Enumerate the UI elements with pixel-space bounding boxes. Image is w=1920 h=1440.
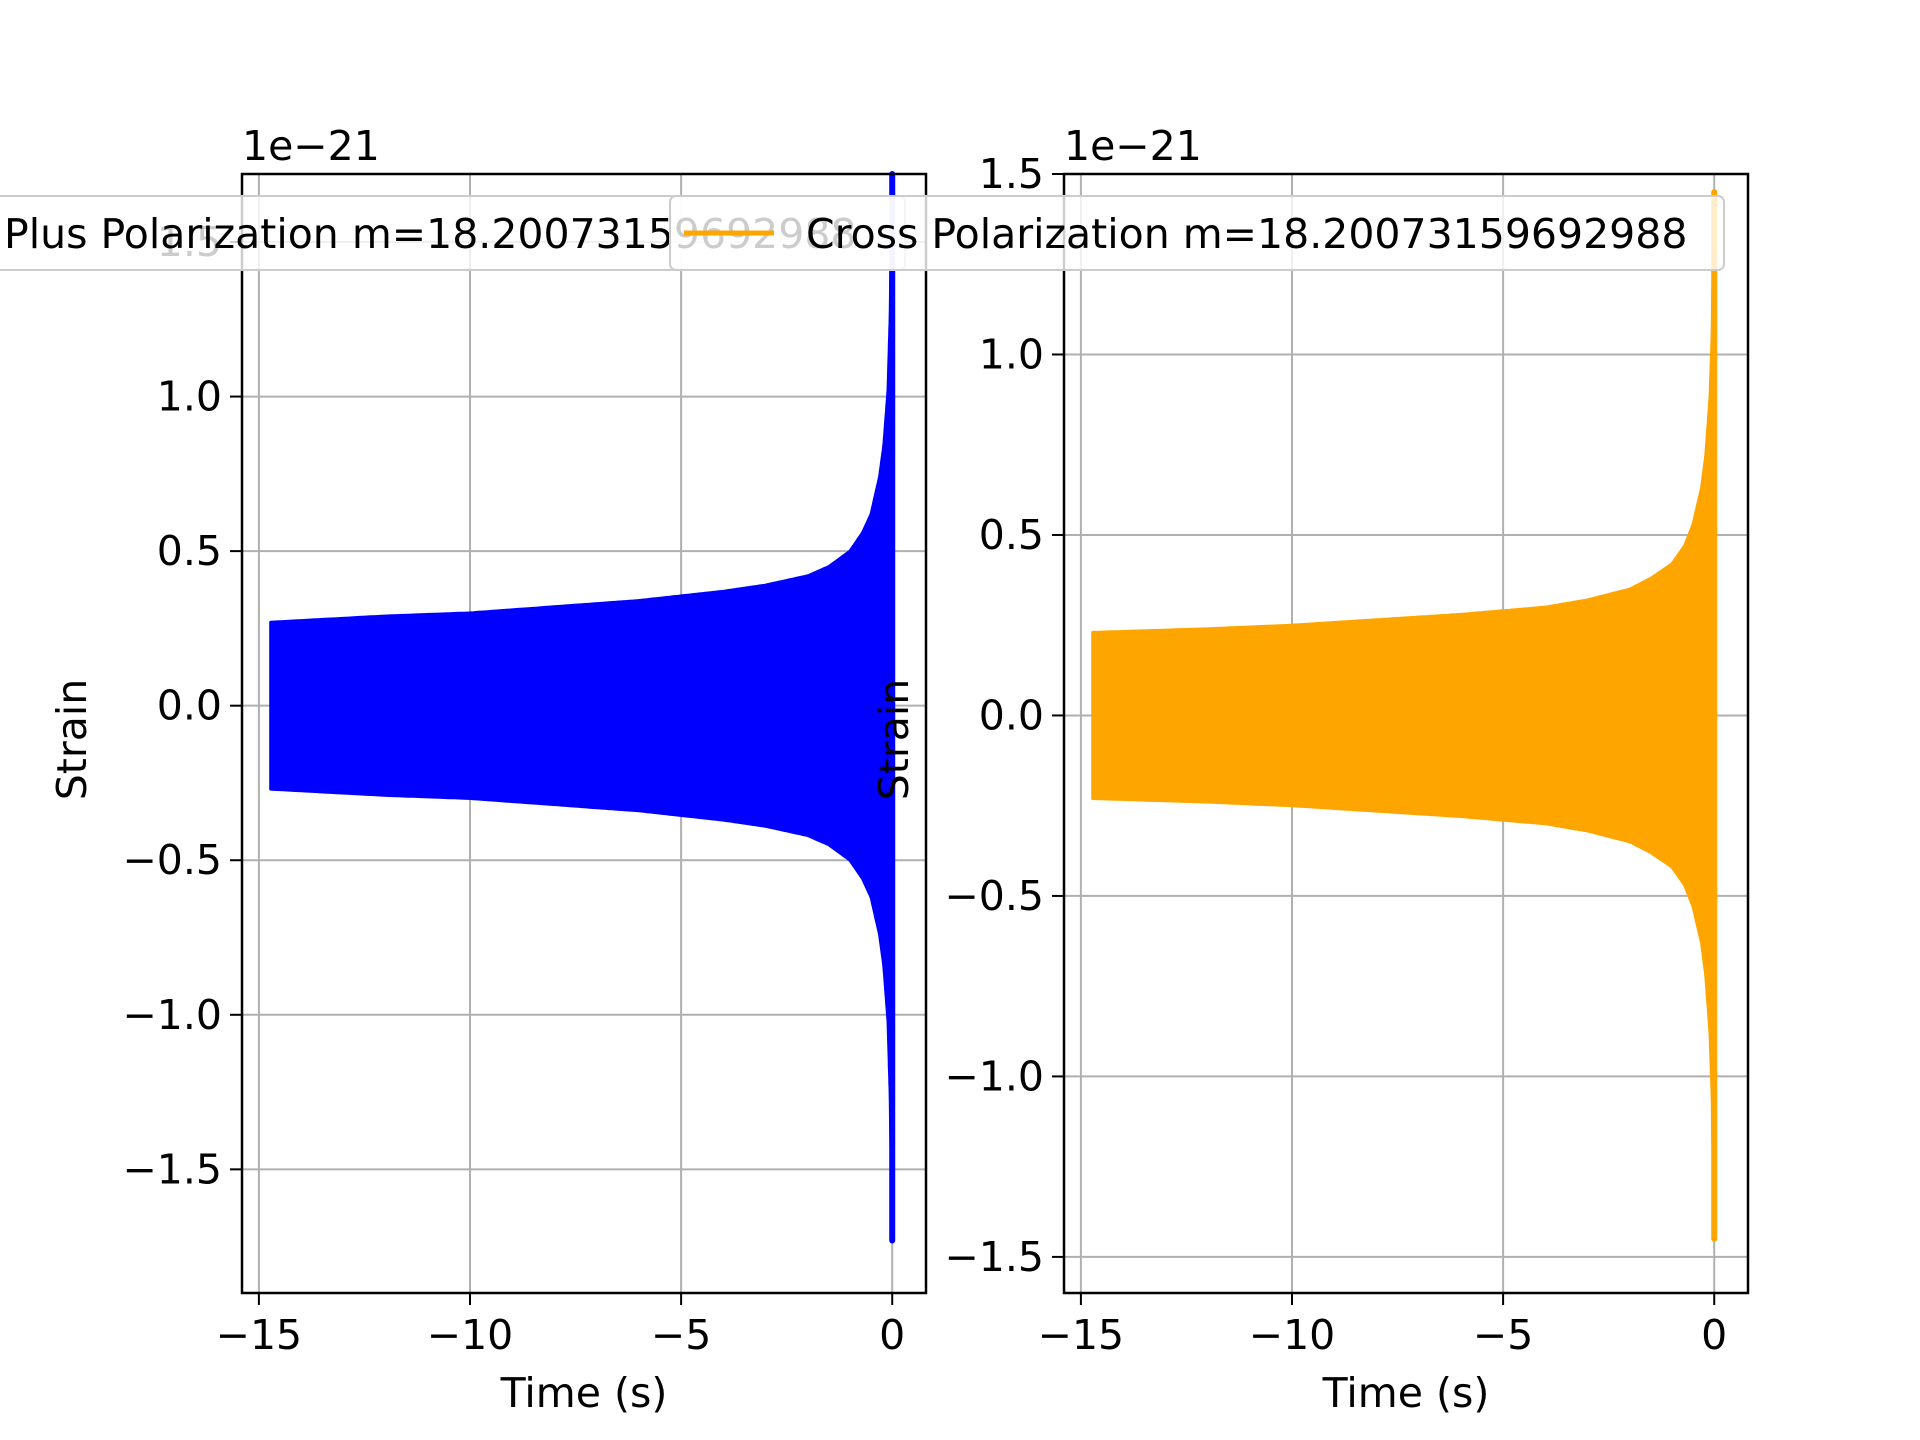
y-tick-label: 0.5 [979, 511, 1044, 559]
y-tick-label: −1.0 [944, 1052, 1044, 1100]
x-tick-label: −5 [651, 1311, 711, 1359]
legend-box [669, 195, 1725, 271]
ticks-group: −15 −10 −5 0 −1.5 −1.0 −0.5 0.0 0.5 1.0 1.5 [944, 150, 1727, 1359]
series-group [269, 171, 896, 1244]
axes-frame [1062, 172, 1750, 1295]
x-axis-label: Time (s) [1322, 1369, 1490, 1417]
y-tick-label: −1.5 [122, 1145, 222, 1193]
y-tick-label: −0.5 [122, 836, 222, 884]
y-tick-label: 1.0 [979, 330, 1044, 378]
x-tick-label: −15 [216, 1311, 303, 1359]
x-tick-label: −15 [1038, 1311, 1125, 1359]
y-tick-label: 1.0 [157, 373, 222, 421]
y-tick-label: −1.5 [944, 1233, 1044, 1281]
y-axis-label: Strain [870, 679, 918, 800]
cross-polarization-legend: Cross Polarization m=18.20073159692988 [669, 195, 1725, 271]
offset-text: 1e−21 [1064, 122, 1202, 170]
x-tick-label: −10 [427, 1311, 514, 1359]
y-tick-label: 0.0 [157, 682, 222, 730]
y-tick-label: −0.5 [944, 872, 1044, 920]
y-tick-label: 0.5 [157, 527, 222, 575]
x-axis-label: Time (s) [500, 1369, 668, 1417]
offset-text: 1e−21 [242, 122, 380, 170]
y-tick-label: 1.5 [979, 150, 1044, 198]
y-tick-label: 0.0 [979, 691, 1044, 739]
x-tick-label: −5 [1473, 1311, 1533, 1359]
series-group [1091, 189, 1718, 1242]
x-tick-label: 0 [1701, 1311, 1727, 1359]
legend-label: Cross Polarization m=18.20073159692988 [806, 210, 1687, 258]
axes-frame [240, 172, 928, 1295]
cross-polarization-panel: −15 −10 −5 0−1.5−1.0−0.50.00.51.01.5 1e−21 … [870, 122, 1750, 1417]
x-tick-label: −10 [1249, 1311, 1336, 1359]
y-axis-label: Strain [48, 679, 96, 800]
y-tick-label: −1.0 [122, 991, 222, 1039]
x-tick-label: 0 [879, 1311, 905, 1359]
